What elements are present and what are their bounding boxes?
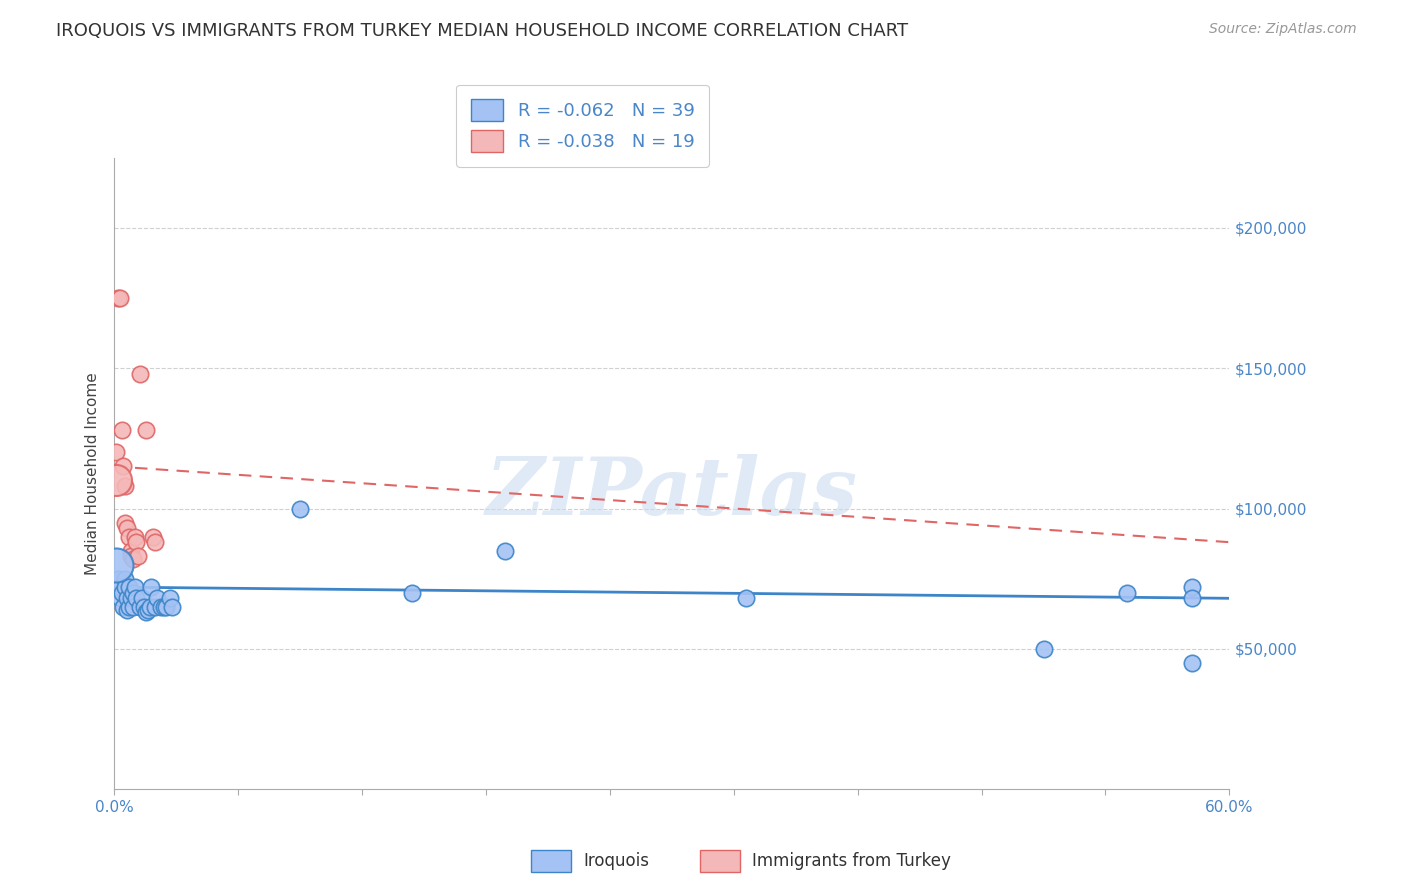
Point — [107, 291, 129, 305]
Point — [127, 549, 149, 564]
Point — [124, 530, 146, 544]
Point — [114, 516, 136, 530]
Point — [114, 572, 136, 586]
Point — [108, 591, 131, 606]
Point — [118, 530, 141, 544]
Point — [112, 459, 135, 474]
Point — [114, 580, 136, 594]
Point — [138, 599, 160, 614]
Point — [124, 580, 146, 594]
Point — [114, 479, 136, 493]
Point — [115, 602, 138, 616]
Text: Iroquois: Iroquois — [583, 852, 650, 870]
Point — [121, 599, 143, 614]
Point — [153, 599, 176, 614]
Point — [1181, 580, 1204, 594]
Point — [136, 602, 159, 616]
Point — [118, 599, 141, 614]
Text: Immigrants from Turkey: Immigrants from Turkey — [752, 852, 950, 870]
Point — [129, 367, 152, 381]
Point — [1116, 585, 1139, 599]
Point — [112, 599, 135, 614]
Point — [105, 558, 128, 572]
Point — [159, 591, 181, 606]
Point — [143, 599, 166, 614]
Point — [1181, 656, 1204, 670]
Point — [146, 591, 169, 606]
Point — [105, 445, 128, 459]
Y-axis label: Median Household Income: Median Household Income — [86, 372, 100, 574]
Point — [155, 599, 177, 614]
Point — [141, 580, 163, 594]
Text: IROQUOIS VS IMMIGRANTS FROM TURKEY MEDIAN HOUSEHOLD INCOME CORRELATION CHART: IROQUOIS VS IMMIGRANTS FROM TURKEY MEDIA… — [56, 22, 908, 40]
Point — [149, 599, 172, 614]
Point — [107, 572, 129, 586]
Point — [121, 552, 143, 566]
Point — [132, 599, 155, 614]
Point — [111, 585, 134, 599]
Point — [288, 501, 311, 516]
Point — [131, 591, 153, 606]
Point — [121, 585, 143, 599]
Point — [129, 599, 152, 614]
Point — [735, 591, 758, 606]
Point — [115, 591, 138, 606]
Point — [115, 521, 138, 535]
Legend: R = -0.062   N = 39, R = -0.038   N = 19: R = -0.062 N = 39, R = -0.038 N = 19 — [456, 85, 709, 167]
Point — [120, 591, 142, 606]
Point — [401, 585, 423, 599]
Point — [120, 543, 142, 558]
Point — [125, 535, 148, 549]
Point — [142, 530, 165, 544]
Point — [1181, 591, 1204, 606]
Point — [120, 549, 142, 564]
Point — [108, 580, 131, 594]
Point — [108, 291, 131, 305]
Point — [1032, 641, 1054, 656]
Point — [135, 423, 157, 437]
Point — [105, 474, 128, 488]
Point — [118, 580, 141, 594]
Point — [160, 599, 183, 614]
Point — [125, 591, 148, 606]
Point — [143, 535, 166, 549]
Text: ZIPatlas: ZIPatlas — [485, 454, 858, 531]
Point — [494, 543, 516, 558]
Text: Source: ZipAtlas.com: Source: ZipAtlas.com — [1209, 22, 1357, 37]
Point — [135, 605, 157, 619]
Point — [111, 423, 134, 437]
